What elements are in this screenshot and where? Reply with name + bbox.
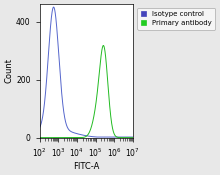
Legend: Isotype control, Primary antibody: Isotype control, Primary antibody (137, 8, 215, 30)
Y-axis label: Count: Count (4, 58, 13, 83)
X-axis label: FITC-A: FITC-A (73, 162, 99, 171)
